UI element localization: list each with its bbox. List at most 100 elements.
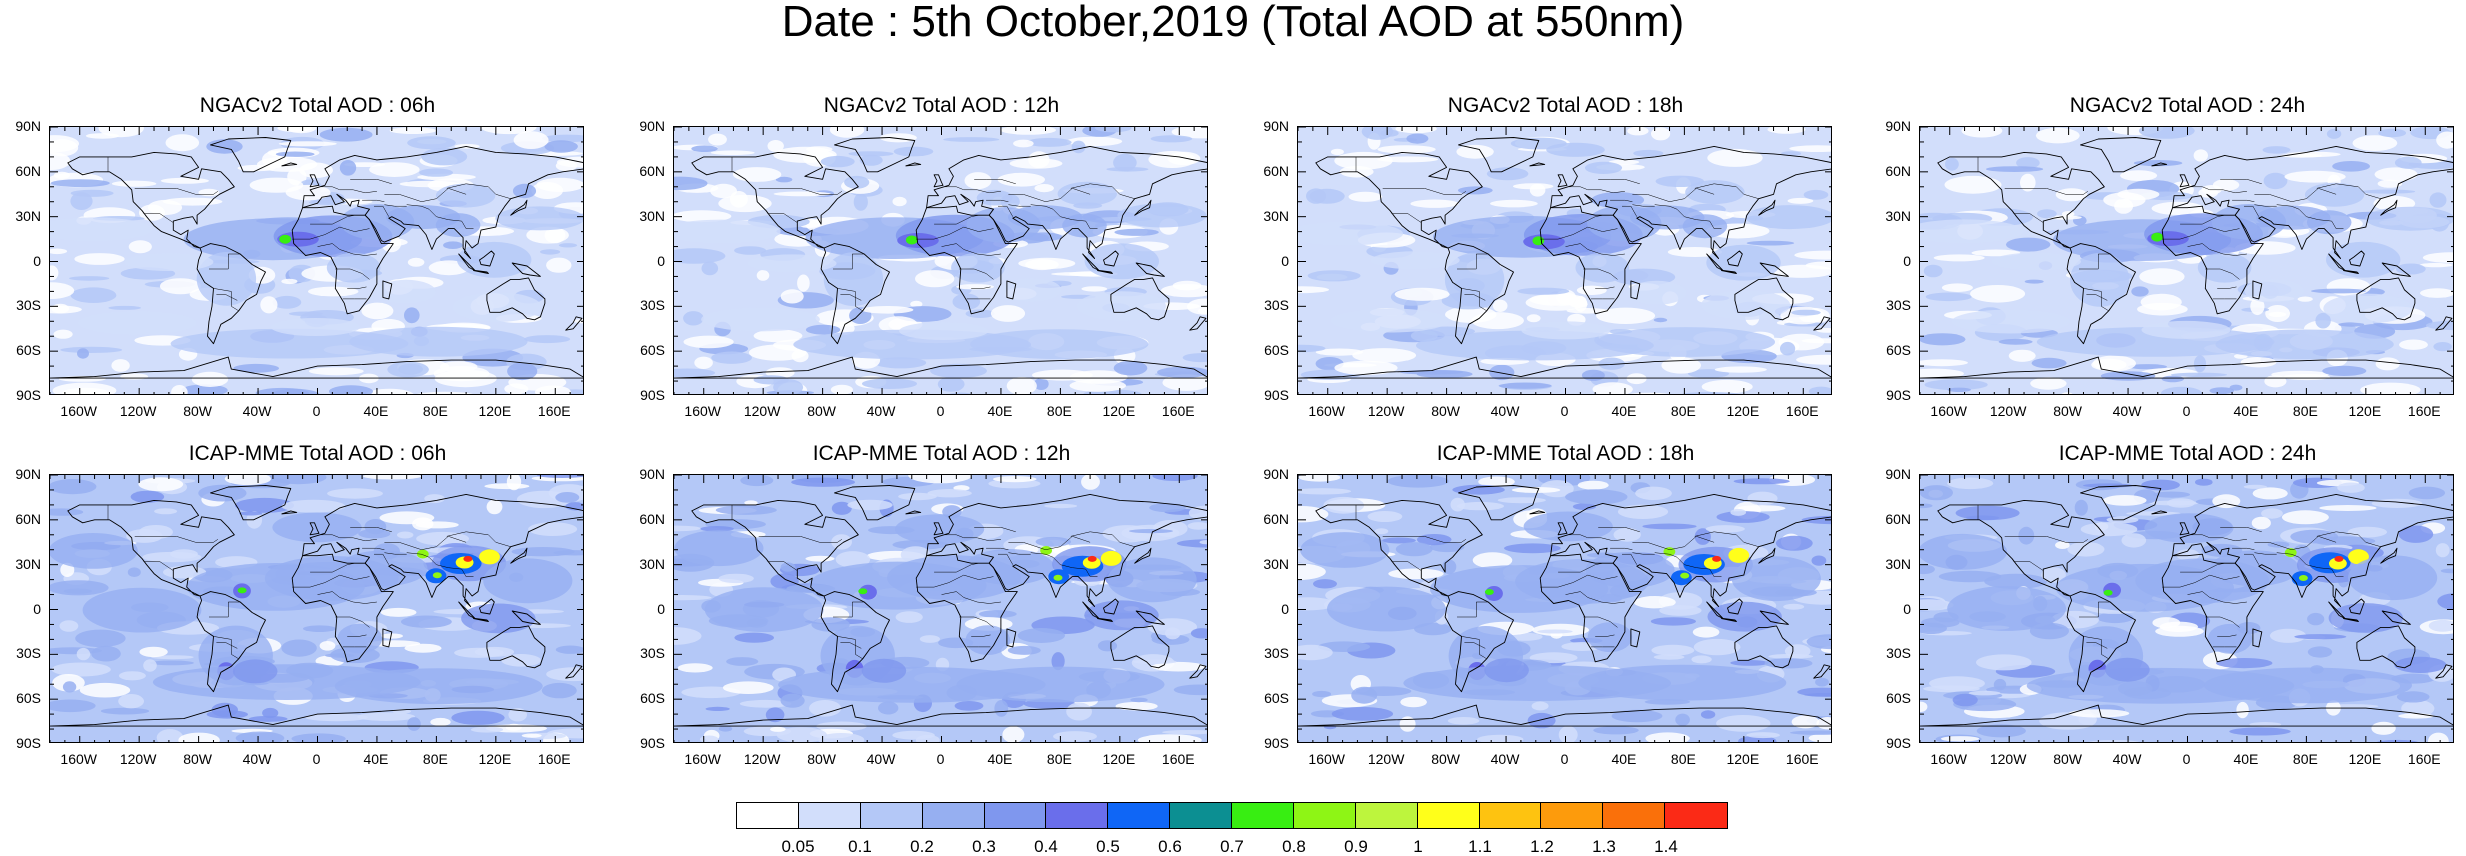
lat-tick-label: 90N [1263,466,1289,482]
world-map-svg [674,475,1207,742]
colorbar-box [798,803,861,828]
lat-tick-label: 0 [657,600,665,617]
lat-tick-label: 60S [1886,342,1911,359]
lat-tick-label: 60N [1263,162,1289,179]
panel-title: ICAP-MME Total AOD : 24h [2058,442,2317,465]
colorbar-box [1541,803,1604,828]
lat-tick-label: 0 [657,252,665,269]
lat-tick-label: 90N [1263,118,1289,134]
lat-tick-label: 0 [33,252,41,269]
colorbar-box [1293,803,1356,828]
lon-tick-label: 40W [2112,403,2142,419]
lon-tick-label: 0 [312,403,321,419]
lat-tick-label: 30S [16,297,41,314]
lon-tick-label: 40E [987,403,1013,419]
lon-tick-label: 80W [183,403,212,419]
map-panel: ICAP-MME Total AOD : 18h 90N 60N 30N 0 30S 60S… [1255,442,1845,772]
lat-tick-label: 30S [640,645,665,662]
lon-tick-label: 80E [422,751,448,767]
lat-tick-label: 30S [1886,297,1911,314]
lat-tick-label: 60N [1885,162,1911,179]
colorbar-box [1232,803,1294,828]
colorbar-label: 0.2 [910,837,934,856]
colorbar-box [860,803,923,828]
figure-title: Date : 5th October,2019 (Total AOD at 55… [781,0,1685,46]
panel-title: ICAP-MME Total AOD : 06h [188,442,447,465]
lon-tick-label: 120E [1102,751,1136,767]
colorbar-box [737,803,799,828]
lon-tick-label: 120E [2348,403,2382,419]
lat-tick-label: 90N [15,118,41,134]
lon-tick-label: 160W [684,751,721,767]
lat-tick-label: 90S [16,735,41,751]
lon-tick-label: 160W [1930,403,1967,419]
colorbar-box [984,803,1047,828]
lat-tick-label: 30S [1886,645,1911,662]
colorbar-box [922,803,985,828]
lat-tick-label: 30N [1885,555,1911,572]
map-panel: ICAP-MME Total AOD : 12h 90N 60N 30N 0 30S 60S… [631,442,1221,772]
lon-tick-label: 80E [1670,403,1696,419]
lon-tick-label: 120W [743,403,781,419]
lon-tick-label: 160E [1161,403,1195,419]
lon-tick-label: 120E [2348,751,2382,767]
aod-colorbar [736,802,1728,829]
lat-tick-label: 30N [1263,207,1289,224]
colorbar-label: 0.9 [1344,837,1368,856]
lat-tick-label: 60S [1264,342,1289,359]
aod-map [49,474,584,743]
lon-tick-label: 160E [1785,751,1819,767]
lat-tick-label: 60S [16,342,41,359]
lat-tick-label: 90N [15,466,41,482]
lon-tick-label: 40E [2233,751,2259,767]
map-panel: NGACv2 Total AOD : 18h 90N 60N 30N 0 30S 60S 90… [1255,94,1845,424]
lat-tick-label: 60N [15,162,41,179]
lat-tick-label: 90S [1264,735,1289,751]
lat-tick-label: 90S [1886,387,1911,403]
lon-tick-label: 120E [1726,751,1760,767]
world-map-svg [1920,127,2453,394]
lon-tick-label: 40W [242,751,272,767]
lon-tick-label: 40E [1611,403,1637,419]
lon-tick-label: 120E [478,403,512,419]
lon-tick-label: 40W [866,403,896,419]
lat-tick-label: 60S [1264,690,1289,707]
lon-tick-label: 80E [422,403,448,419]
lat-tick-label: 30N [1263,555,1289,572]
colorbar-label: 0.05 [781,837,815,856]
lat-tick-label: 60N [639,510,665,527]
world-map-svg [1298,475,1831,742]
lat-tick-label: 30N [639,207,665,224]
lon-tick-label: 80W [807,751,836,767]
lon-tick-label: 40E [2233,403,2259,419]
lon-tick-label: 120E [1726,403,1760,419]
lon-tick-label: 40E [363,403,389,419]
lon-tick-label: 160E [537,403,571,419]
lon-tick-label: 80E [2292,403,2318,419]
lon-tick-label: 160E [1161,751,1195,767]
lon-tick-label: 120W [1989,751,2027,767]
lat-tick-label: 30N [15,555,41,572]
aod-map [673,474,1208,743]
lon-tick-label: 40E [987,751,1013,767]
colorbar-box [1417,803,1480,828]
lat-tick-label: 90N [639,466,665,482]
lat-tick-label: 0 [1281,600,1289,617]
panel-title: NGACv2 Total AOD : 18h [1447,94,1684,117]
colorbar-box [1170,803,1232,828]
lat-tick-label: 60N [1263,510,1289,527]
lon-tick-label: 80E [1046,751,1072,767]
colorbar-box [1046,803,1109,828]
lon-tick-label: 160W [1308,751,1345,767]
lat-tick-label: 60S [1886,690,1911,707]
lon-tick-label: 40E [363,751,389,767]
lat-tick-label: 90N [639,118,665,134]
lon-tick-label: 80W [2053,403,2082,419]
lon-tick-label: 80W [1431,751,1460,767]
lat-tick-label: 30S [1264,645,1289,662]
lat-tick-label: 0 [1281,252,1289,269]
world-map-svg [50,475,583,742]
lon-tick-label: 160E [1785,403,1819,419]
lat-tick-label: 90S [1264,387,1289,403]
colorbar-label: 0.8 [1282,837,1306,856]
